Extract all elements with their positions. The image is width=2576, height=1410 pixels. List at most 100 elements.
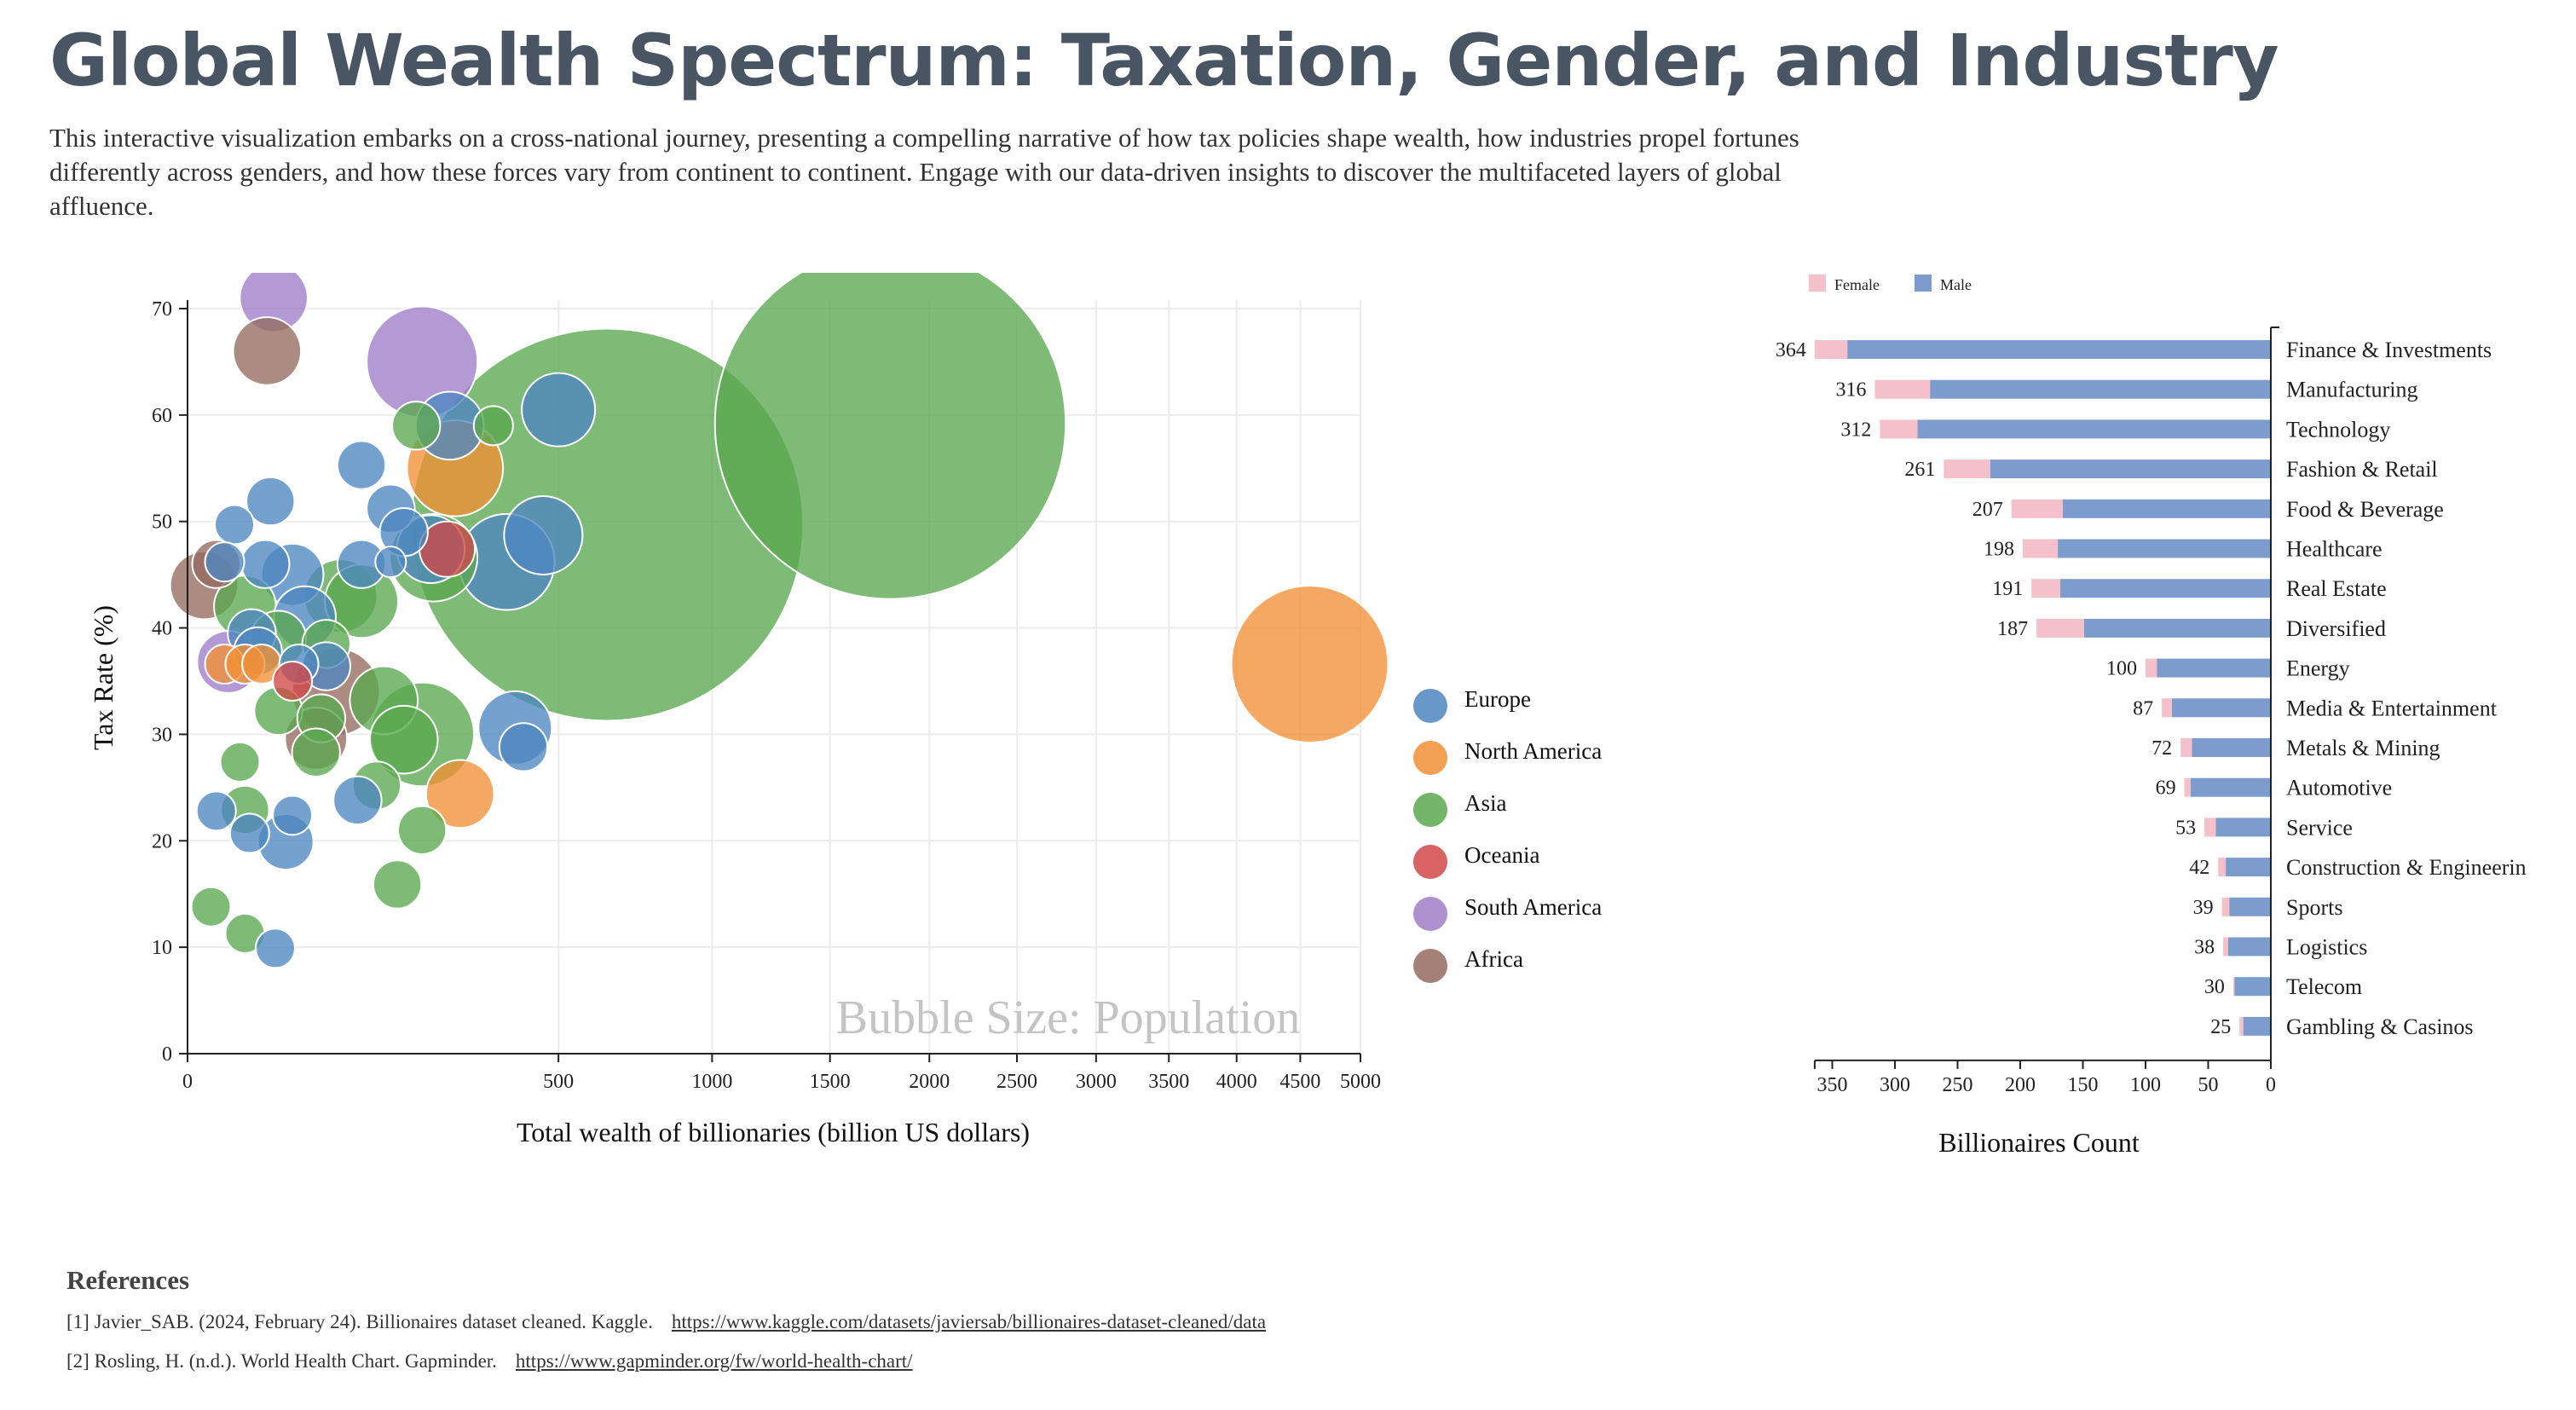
bubble-point — [397, 805, 448, 855]
x-tick-label: 3500 — [1148, 1071, 1189, 1093]
bubble-point — [498, 722, 549, 772]
x-tick-label: 1500 — [810, 1071, 851, 1093]
bar-female — [2204, 818, 2216, 837]
x-tick-label: 2500 — [996, 1071, 1037, 1093]
x-tick-label: 4500 — [1279, 1071, 1320, 1093]
legend-swatch — [1413, 897, 1447, 931]
bar-female — [2232, 977, 2235, 997]
bubble-point — [374, 546, 407, 579]
reference-text: [1] Javier_SAB. (2024, February 24). Bil… — [66, 1311, 653, 1332]
bar-x-tick-label: 50 — [2198, 1074, 2219, 1096]
legend-label-male: Male — [1940, 276, 1972, 293]
x-tick-label: 500 — [543, 1071, 574, 1093]
bar-male — [2234, 977, 2271, 997]
bubble-point — [232, 316, 303, 386]
bubble-point — [291, 727, 341, 777]
category-label: Real Estate — [2286, 576, 2387, 601]
bar-value-label: 312 — [1840, 419, 1871, 441]
reference-text: [2] Rosling, H. (n.d.). World Health Cha… — [66, 1350, 497, 1372]
bar-female — [1814, 340, 1848, 359]
bubble-point — [195, 790, 237, 832]
bar-x-axis-label: Billionaires Count — [1938, 1127, 2140, 1158]
legend-swatch — [1413, 845, 1447, 879]
category-label: Metals & Mining — [2286, 736, 2440, 760]
bubble-chart[interactable]: 0 500 1000 1500 2000 2500 3000 3500 4000 4500 5000… — [0, 273, 1705, 1228]
bubble-point — [372, 859, 423, 910]
bar-male — [2243, 1016, 2271, 1036]
bar-value-label: 53 — [2175, 817, 2196, 839]
bar-female — [2011, 499, 2063, 518]
bar-value-label: 316 — [1835, 379, 1866, 402]
bar-value-label: 42 — [2189, 857, 2209, 879]
x-tick-label: 5000 — [1340, 1071, 1381, 1093]
bar-female — [2184, 777, 2191, 797]
category-label: Diversified — [2286, 616, 2386, 641]
continent-legend[interactable]: Europe North America Asia Oceania South Amer… — [1413, 686, 1602, 983]
x-tick-label: 4000 — [1216, 1071, 1257, 1093]
bubble-point — [713, 273, 1067, 600]
legend-swatch — [1413, 741, 1447, 775]
legend-swatch — [1413, 949, 1447, 983]
bubble-point — [503, 494, 584, 575]
bubble-point — [204, 541, 245, 583]
legend-swatch — [1413, 793, 1447, 827]
y-axis-label: Tax Rate (%) — [88, 605, 118, 750]
y-tick-label: 40 — [152, 618, 172, 640]
bar-value-label: 87 — [2133, 697, 2153, 719]
bar-value-label: 261 — [1904, 459, 1935, 481]
bar-male — [1847, 340, 2271, 359]
industry-gender-bar-chart[interactable]: Female Male 364 Finance & Investments 316 Ma… — [1739, 256, 2576, 1176]
bubble-axes: 0 500 1000 1500 2000 2500 3000 3500 4000 4500 5000… — [152, 298, 1381, 1093]
page-title: Global Wealth Spectrum: Taxation, Gender… — [49, 19, 2279, 102]
y-tick-label: 0 — [162, 1043, 172, 1066]
bar-female — [2180, 738, 2192, 757]
bubble-point — [219, 741, 261, 783]
bar-female — [2146, 658, 2157, 678]
y-tick-label: 10 — [152, 937, 172, 959]
bar-value-label: 39 — [2193, 897, 2214, 919]
bar-female — [2239, 1016, 2244, 1036]
bar-male — [2228, 937, 2271, 956]
y-tick-label: 20 — [152, 830, 172, 852]
bar-male — [1917, 419, 2271, 439]
bubble-point — [214, 504, 256, 546]
bar-x-tick-label: 250 — [1943, 1074, 1973, 1096]
category-label: Service — [2286, 815, 2353, 840]
bar-male — [2062, 499, 2271, 518]
bar-female — [2162, 698, 2172, 718]
legend-label: Asia — [1464, 790, 1507, 816]
bar-value-label: 187 — [1997, 618, 2028, 640]
gender-legend[interactable]: Female Male — [1809, 274, 1972, 293]
bar-male — [2226, 858, 2271, 877]
bubble-point — [391, 401, 442, 451]
legend-label-female: Female — [1834, 276, 1880, 293]
category-label: Finance & Investments — [2286, 338, 2492, 362]
reference-link[interactable]: https://www.gapminder.org/fw/world-healt… — [515, 1350, 913, 1372]
bubble-size-note: Bubble Size: Population — [836, 991, 1300, 1044]
bar-x-tick-label: 350 — [1817, 1074, 1848, 1096]
y-tick-label: 50 — [152, 511, 172, 534]
bar-female — [1874, 379, 1931, 399]
bar-x-tick-label: 100 — [2130, 1074, 2161, 1096]
category-label: Construction & Engineerin — [2286, 855, 2527, 880]
bar-value-label: 364 — [1776, 339, 1806, 361]
bar-female — [2223, 937, 2229, 956]
legend-swatch-female — [1809, 274, 1826, 292]
bubble-point — [228, 812, 270, 854]
legend-label: North America — [1464, 738, 1602, 764]
bar-x-tick-label: 300 — [1880, 1074, 1910, 1096]
legend-label: Oceania — [1464, 842, 1539, 868]
y-tick-label: 70 — [152, 298, 172, 321]
bubble-point — [240, 539, 291, 589]
bar-female — [2218, 858, 2227, 877]
bubble-point — [245, 476, 296, 527]
category-label: Healthcare — [2286, 537, 2383, 562]
bar-value-label: 198 — [1984, 539, 2014, 561]
bar-x-tick-label: 0 — [2266, 1074, 2276, 1096]
category-label: Technology — [2286, 417, 2390, 442]
bubble-point — [272, 661, 314, 702]
bar-male — [2215, 818, 2271, 837]
y-tick-label: 30 — [152, 724, 172, 746]
reference-link[interactable]: https://www.kaggle.com/datasets/javiersa… — [671, 1311, 1267, 1332]
bar-value-label: 69 — [2156, 777, 2176, 800]
